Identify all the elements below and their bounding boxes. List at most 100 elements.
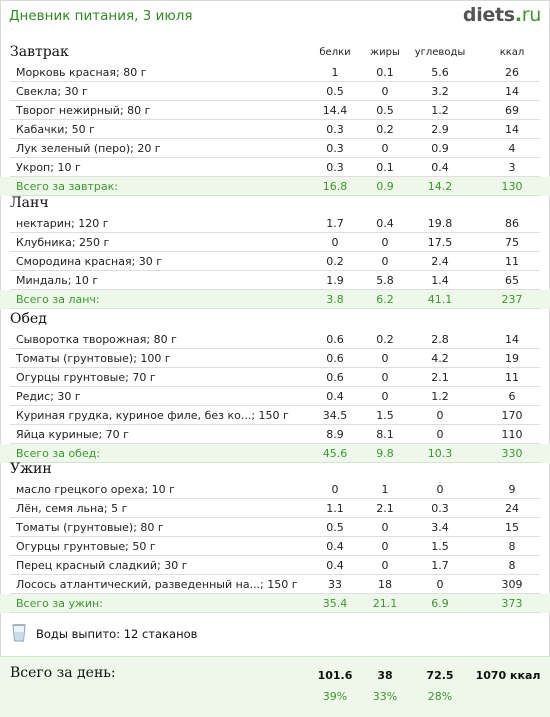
food-kcal: 309 xyxy=(501,578,523,591)
food-carbs: 0.9 xyxy=(431,142,449,155)
row-divider xyxy=(10,289,540,290)
food-fat: 0.4 xyxy=(376,217,394,230)
food-kcal: 4 xyxy=(508,142,516,155)
meal-total-row: Всего за ужин: 35.4 21.1 6.9 373 xyxy=(0,594,550,613)
food-protein: 0.6 xyxy=(326,352,344,365)
food-row[interactable]: Свекла; 30 г 0.5 0 3.2 14 xyxy=(0,82,550,101)
food-row[interactable]: Творог нежирный; 80 г 14.4 0.5 1.2 69 xyxy=(0,101,550,120)
food-row[interactable]: Редис; 30 г 0.4 0 1.2 6 xyxy=(0,387,550,406)
row-divider xyxy=(10,251,540,252)
food-row[interactable]: Томаты (грунтовые); 100 г 0.6 0 4.2 19 xyxy=(0,349,550,368)
food-name: Миндаль; 10 г xyxy=(16,274,99,287)
meal-name: Ужин xyxy=(10,461,52,477)
meal-total-row: Всего за ланч: 3.8 6.2 41.1 237 xyxy=(0,290,550,309)
row-divider xyxy=(10,367,540,368)
food-row[interactable]: Томаты (грунтовые); 80 г 0.5 0 3.4 15 xyxy=(0,518,550,537)
food-row[interactable]: Лён, семя льна; 5 г 1.1 2.1 0.3 24 xyxy=(0,499,550,518)
food-fat: 0 xyxy=(381,559,389,572)
glass-icon xyxy=(12,624,26,642)
food-protein: 0.6 xyxy=(326,333,344,346)
food-name: Огурцы грунтовые; 70 г xyxy=(16,371,156,384)
food-row[interactable]: Клубника; 250 г 0 0 17.5 75 xyxy=(0,233,550,252)
food-fat: 0 xyxy=(381,142,389,155)
row-divider xyxy=(10,119,540,120)
day-total-kcal: 1070 ккал xyxy=(475,669,541,682)
food-kcal: 15 xyxy=(505,521,519,534)
food-carbs: 19.8 xyxy=(427,217,453,230)
total-fat: 6.2 xyxy=(376,293,394,306)
total-fat: 9.8 xyxy=(376,447,394,460)
food-row[interactable]: Сыворотка творожная; 80 г 0.6 0.2 2.8 14 xyxy=(0,330,550,349)
meal-total-row: Всего за завтрак: 16.8 0.9 14.2 130 xyxy=(0,177,550,196)
total-kcal: 237 xyxy=(501,293,523,306)
food-carbs: 0.3 xyxy=(431,502,449,515)
food-row[interactable]: масло грецкого ореха; 10 г 0 1 0 9 xyxy=(0,480,550,499)
food-row[interactable]: Лосось атлантический, разведенный на...;… xyxy=(0,575,550,594)
meal-name: Завтрак xyxy=(10,44,69,60)
food-row[interactable]: Огурцы грунтовые; 50 г 0.4 0 1.5 8 xyxy=(0,537,550,556)
food-kcal: 69 xyxy=(505,104,519,117)
meal-total-label: Всего за ужин: xyxy=(16,597,103,610)
food-kcal: 170 xyxy=(501,409,523,422)
total-protein: 35.4 xyxy=(322,597,348,610)
food-kcal: 86 xyxy=(505,217,519,230)
total-kcal: 373 xyxy=(501,597,523,610)
food-name: нектарин; 120 г xyxy=(16,217,109,230)
food-row[interactable]: Лук зеленый (перо); 20 г 0.3 0 0.9 4 xyxy=(0,139,550,158)
row-divider xyxy=(10,574,540,575)
meal-total-label: Всего за ланч: xyxy=(16,293,100,306)
food-carbs: 2.8 xyxy=(431,333,449,346)
food-carbs: 17.5 xyxy=(427,236,453,249)
food-carbs: 1.2 xyxy=(431,104,449,117)
food-protein: 34.5 xyxy=(322,409,348,422)
food-protein: 8.9 xyxy=(326,428,344,441)
food-carbs: 0 xyxy=(436,428,444,441)
food-row[interactable]: Куриная грудка, куриное филе, без ко...;… xyxy=(0,406,550,425)
food-name: масло грецкого ореха; 10 г xyxy=(16,483,175,496)
row-divider xyxy=(10,593,540,594)
food-carbs: 0 xyxy=(436,578,444,591)
column-header-carbs: углеводы xyxy=(414,47,466,58)
food-fat: 0.2 xyxy=(376,123,394,136)
total-protein: 16.8 xyxy=(322,180,348,193)
column-header-fat: жиры xyxy=(370,47,400,58)
food-row[interactable]: нектарин; 120 г 1.7 0.4 19.8 86 xyxy=(0,214,550,233)
food-name: Лук зеленый (перо); 20 г xyxy=(16,142,161,155)
row-divider xyxy=(10,555,540,556)
food-row[interactable]: Кабачки; 50 г 0.3 0.2 2.9 14 xyxy=(0,120,550,139)
food-name: Смородина красная; 30 г xyxy=(16,255,163,268)
food-row[interactable]: Перец красный сладкий; 30 г 0.4 0 1.7 8 xyxy=(0,556,550,575)
site-logo[interactable]: diets.ru xyxy=(463,4,541,26)
meal-header: Ланч xyxy=(0,195,550,214)
food-carbs: 1.5 xyxy=(431,540,449,553)
food-carbs: 3.2 xyxy=(431,85,449,98)
total-fat: 21.1 xyxy=(372,597,398,610)
food-fat: 5.8 xyxy=(376,274,394,287)
food-row[interactable]: Укроп; 10 г 0.3 0.1 0.4 3 xyxy=(0,158,550,177)
food-fat: 8.1 xyxy=(376,428,394,441)
food-protein: 0.5 xyxy=(326,85,344,98)
food-fat: 0 xyxy=(381,390,389,403)
food-carbs: 1.7 xyxy=(431,559,449,572)
row-divider xyxy=(10,443,540,444)
food-protein: 0.3 xyxy=(326,161,344,174)
food-row[interactable]: Смородина красная; 30 г 0.2 0 2.4 11 xyxy=(0,252,550,271)
food-fat: 0.5 xyxy=(376,104,394,117)
food-name: Укроп; 10 г xyxy=(16,161,81,174)
row-divider xyxy=(10,462,540,463)
food-row[interactable]: Огурцы грунтовые; 70 г 0.6 0 2.1 11 xyxy=(0,368,550,387)
row-divider xyxy=(10,157,540,158)
logo-dot: . xyxy=(514,4,522,26)
food-carbs: 0.4 xyxy=(431,161,449,174)
row-divider xyxy=(10,308,540,309)
food-row[interactable]: Морковь красная; 80 г 1 0.1 5.6 26 xyxy=(0,63,550,82)
row-divider xyxy=(10,195,540,196)
meal-name: Ланч xyxy=(10,195,49,211)
food-kcal: 14 xyxy=(505,123,519,136)
food-row[interactable]: Яйца куриные; 70 г 8.9 8.1 0 110 xyxy=(0,425,550,444)
total-carbs: 10.3 xyxy=(427,447,453,460)
food-carbs: 0 xyxy=(436,409,444,422)
food-kcal: 6 xyxy=(508,390,516,403)
food-row[interactable]: Миндаль; 10 г 1.9 5.8 1.4 65 xyxy=(0,271,550,290)
food-kcal: 14 xyxy=(505,333,519,346)
